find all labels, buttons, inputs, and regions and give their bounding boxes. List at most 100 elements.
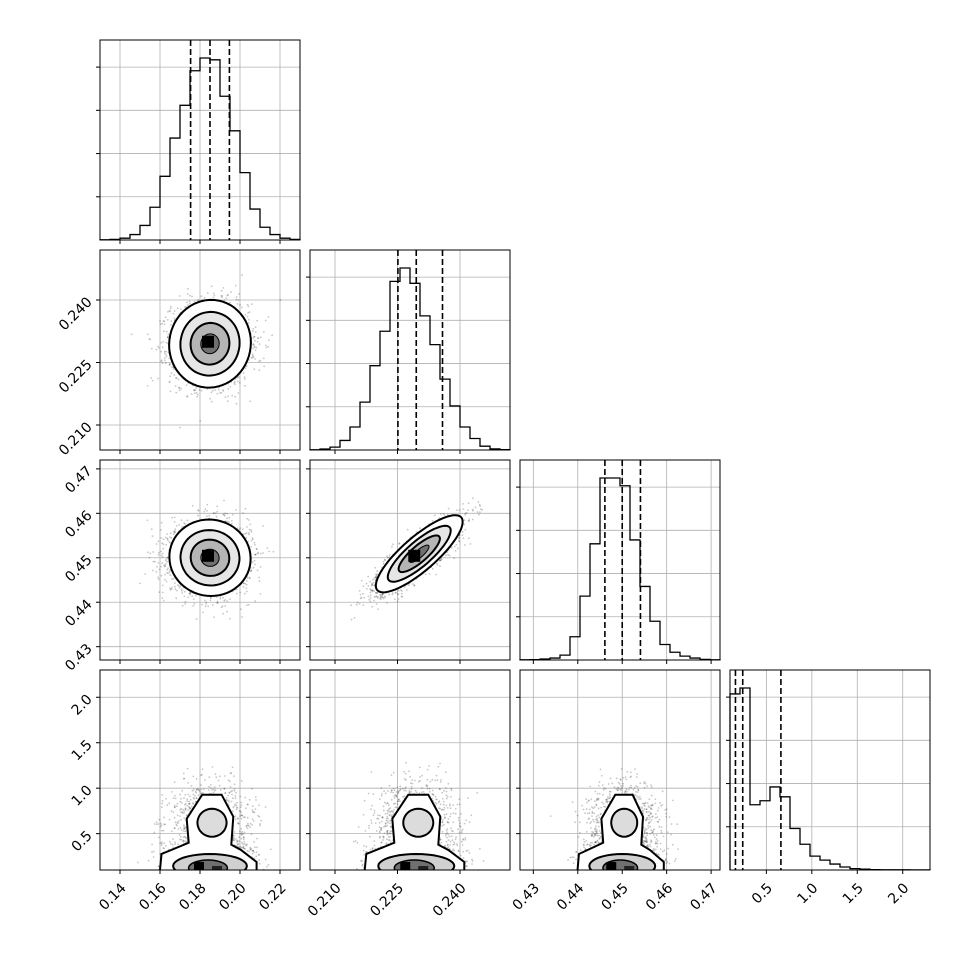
scatter-point: [178, 389, 181, 392]
scatter-point: [255, 548, 258, 551]
scatter-point: [178, 386, 180, 389]
scatter-point: [248, 318, 250, 321]
scatter-point: [238, 293, 241, 295]
scatter-point: [189, 294, 191, 297]
scatter-point: [262, 331, 265, 333]
scatter-point: [169, 375, 172, 378]
scatter-point: [170, 320, 173, 323]
scatter-point: [169, 390, 172, 393]
scatter-point: [246, 303, 249, 306]
scatter-point: [226, 610, 228, 613]
scatter-point: [250, 569, 253, 571]
histogram-step-line: [729, 687, 931, 871]
scatter-point: [167, 311, 169, 313]
scatter-point: [130, 333, 133, 336]
scatter-point: [222, 612, 225, 615]
scatter-point: [246, 577, 249, 579]
scatter-point: [213, 294, 216, 297]
scatter-point: [258, 580, 261, 583]
scatter-point: [157, 377, 159, 380]
scatter-point: [226, 512, 229, 515]
scatter-point: [236, 303, 239, 305]
scatter-point: [157, 578, 160, 581]
scatter-point: [252, 337, 255, 339]
scatter-point: [166, 319, 169, 321]
scatter-point: [247, 603, 250, 606]
scatter-point: [160, 550, 163, 553]
scatter-point: [186, 395, 189, 398]
scatter-point: [166, 538, 169, 540]
scatter-point: [267, 339, 270, 342]
scatter-point: [165, 353, 167, 356]
scatter-point: [164, 536, 167, 539]
scatter-point: [253, 335, 256, 338]
scatter-point: [167, 333, 170, 336]
scatter-point: [272, 550, 275, 553]
scatter-point: [170, 537, 173, 539]
scatter-point: [169, 310, 172, 313]
scatter-point: [160, 521, 163, 524]
scatter-point: [220, 295, 223, 297]
scatter-point: [216, 392, 219, 395]
scatter-point: [259, 552, 262, 555]
scatter-point: [247, 322, 250, 324]
scatter-point: [244, 507, 247, 510]
scatter-point: [250, 530, 253, 533]
histogram-step-line: [309, 267, 511, 451]
scatter-point: [226, 517, 229, 520]
scatter-point: [160, 554, 163, 557]
scatter-point: [170, 324, 172, 326]
scatter-point: [183, 590, 186, 593]
scatter-point: [164, 559, 167, 562]
scatter-point: [279, 299, 282, 302]
scatter-point: [195, 594, 197, 597]
scatter-point: [227, 395, 229, 398]
scatter-point: [236, 592, 238, 595]
scatter-point: [157, 551, 160, 554]
scatter-point: [254, 358, 256, 360]
scatter-point: [227, 293, 230, 296]
scatter-point: [218, 388, 220, 391]
scatter-point: [160, 574, 163, 577]
scatter-point: [155, 348, 158, 351]
scatter-point: [237, 392, 240, 394]
scatter-point: [177, 584, 180, 587]
scatter-point: [160, 359, 163, 362]
scatter-point: [253, 346, 256, 348]
scatter-point: [164, 578, 166, 581]
scatter-point: [168, 381, 171, 384]
scatter-point: [237, 299, 240, 301]
scatter-point: [149, 552, 152, 555]
scatter-point: [240, 608, 242, 611]
scatter-point: [213, 616, 215, 619]
scatter-point: [170, 588, 173, 590]
scatter-point: [168, 541, 171, 544]
scatter-point: [226, 400, 229, 403]
scatter-point: [209, 597, 212, 599]
scatter-point: [221, 605, 224, 608]
scatter-point: [160, 342, 163, 344]
scatter-point: [258, 576, 260, 579]
scatter-point: [167, 335, 169, 338]
scatter-point: [207, 605, 210, 608]
scatter-point: [251, 355, 254, 357]
scatter-point: [230, 291, 233, 293]
scatter-point: [265, 346, 268, 349]
histogram-panel-3: 0.5 1.0 1.5 2.0: [726, 669, 931, 907]
scatter-point: [223, 514, 225, 516]
scatter-point: [161, 346, 164, 349]
scatter-point: [235, 402, 238, 405]
scatter-point: [266, 547, 269, 549]
scatter-point: [166, 572, 169, 574]
scatter-point: [238, 381, 241, 384]
joint-content: [100, 460, 300, 660]
scatter-point: [243, 376, 246, 379]
joint-content: [100, 250, 300, 450]
scatter-point: [235, 296, 238, 298]
scatter-point: [210, 391, 213, 394]
scatter-point: [234, 395, 237, 398]
scatter-point: [208, 514, 211, 517]
scatter-point: [172, 578, 175, 580]
scatter-point: [163, 565, 166, 568]
scatter-point: [245, 365, 248, 368]
